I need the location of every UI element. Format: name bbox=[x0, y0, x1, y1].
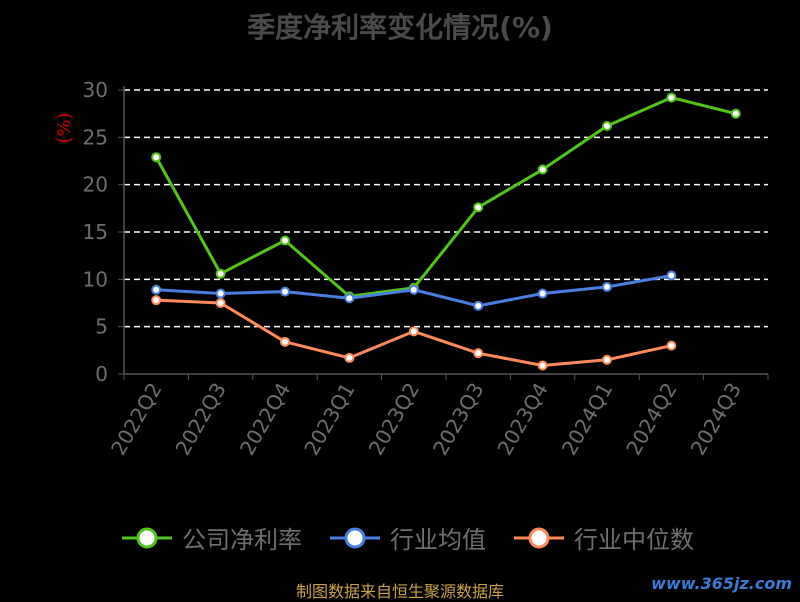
data-point bbox=[344, 352, 355, 363]
data-point bbox=[408, 326, 419, 337]
data-point bbox=[280, 235, 290, 246]
data-point bbox=[151, 295, 162, 306]
watermark: www.365jz.com bbox=[651, 574, 792, 593]
legend-label: 行业均值 bbox=[390, 526, 486, 554]
data-point bbox=[151, 284, 162, 295]
data-point bbox=[215, 288, 226, 299]
data-point bbox=[408, 284, 419, 295]
legend-swatch-icon bbox=[122, 527, 172, 548]
y-tick-label: 15 bbox=[83, 220, 108, 244]
legend-swatch-icon bbox=[514, 527, 564, 548]
data-point bbox=[666, 340, 677, 351]
data-point bbox=[280, 336, 290, 347]
x-tick-label: 2023Q1 bbox=[299, 379, 359, 460]
y-tick-label: 20 bbox=[83, 173, 108, 197]
data-point bbox=[473, 202, 484, 213]
y-axis-label: (%) bbox=[54, 112, 75, 143]
data-point bbox=[473, 348, 484, 359]
data-point bbox=[537, 164, 548, 175]
data-point bbox=[344, 293, 355, 304]
data-point bbox=[215, 298, 226, 308]
source-note: 制图数据来自恒生聚源数据库 bbox=[295, 582, 504, 601]
data-point bbox=[473, 300, 484, 311]
data-point bbox=[280, 286, 290, 297]
data-point bbox=[666, 92, 677, 103]
y-tick-label: 25 bbox=[83, 125, 108, 149]
data-point bbox=[151, 152, 162, 163]
x-tick-label: 2024Q2 bbox=[621, 379, 681, 460]
legend-swatch-icon bbox=[330, 527, 380, 548]
legend-item-industry-mean[interactable]: 行业均值 bbox=[328, 520, 486, 555]
x-tick-label: 2024Q1 bbox=[557, 379, 617, 460]
data-point bbox=[602, 120, 612, 131]
legend-item-net-margin[interactable]: 公司净利率 bbox=[120, 520, 302, 555]
x-tick-label: 2023Q4 bbox=[492, 379, 552, 460]
data-point bbox=[537, 360, 548, 371]
x-tick-label: 2023Q2 bbox=[364, 379, 424, 460]
legend: 公司净利率 行业均值 行业中位数 bbox=[120, 520, 694, 555]
y-tick-label: 0 bbox=[95, 362, 108, 386]
x-tick-label: 2022Q3 bbox=[170, 379, 230, 460]
y-tick-label: 30 bbox=[83, 78, 108, 102]
data-point bbox=[215, 268, 226, 279]
data-point bbox=[602, 281, 612, 292]
legend-label: 公司净利率 bbox=[182, 526, 302, 554]
series-line bbox=[154, 96, 737, 298]
x-tick-label: 2023Q3 bbox=[428, 379, 488, 460]
data-point bbox=[602, 354, 612, 365]
y-tick-label: 10 bbox=[83, 267, 108, 291]
legend-label: 行业中位数 bbox=[574, 526, 694, 554]
legend-item-industry-median[interactable]: 行业中位数 bbox=[512, 520, 694, 555]
x-tick-label: 2024Q3 bbox=[686, 379, 746, 460]
data-point bbox=[730, 108, 741, 119]
chart-title: 季度净利率变化情况(%) bbox=[247, 11, 553, 44]
x-tick-label: 2022Q4 bbox=[235, 379, 295, 460]
y-tick-label: 5 bbox=[95, 315, 108, 339]
data-point bbox=[666, 270, 677, 281]
x-tick-label: 2022Q2 bbox=[106, 379, 166, 460]
data-point bbox=[537, 288, 548, 299]
